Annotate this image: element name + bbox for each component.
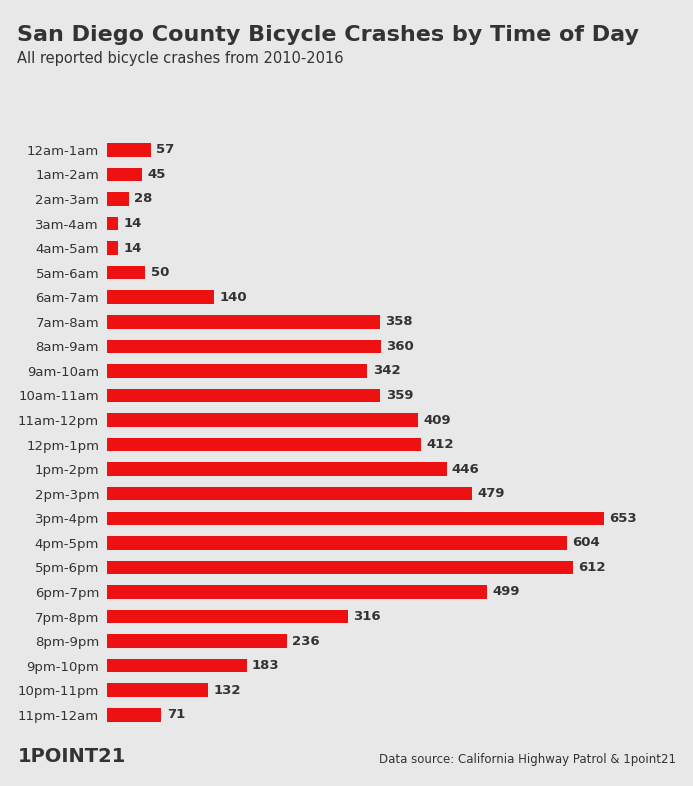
Text: Data source: California Highway Patrol & 1point21: Data source: California Highway Patrol &… [378,753,676,766]
Text: 140: 140 [219,291,247,303]
Text: 316: 316 [353,610,380,623]
Bar [107,634,287,648]
Bar [107,167,141,181]
Text: 132: 132 [213,684,240,696]
Text: 14: 14 [123,217,142,230]
Text: 183: 183 [252,659,279,672]
Text: 342: 342 [373,365,401,377]
Bar [107,143,151,156]
Bar [107,340,381,353]
Text: 71: 71 [167,708,185,722]
Text: 612: 612 [578,561,606,574]
Bar [107,462,446,476]
Text: 236: 236 [292,634,319,648]
Text: 360: 360 [387,340,414,353]
Text: 409: 409 [423,413,451,427]
Bar [107,536,567,549]
Bar [107,217,118,230]
Text: 1POINT21: 1POINT21 [17,747,125,766]
Text: 28: 28 [134,193,152,205]
Text: 45: 45 [147,168,166,181]
Bar [107,512,604,525]
Text: San Diego County Bicycle Crashes by Time of Day: San Diego County Bicycle Crashes by Time… [17,25,640,45]
Text: 358: 358 [385,315,412,329]
Bar [107,708,161,722]
Bar [107,438,421,451]
Bar [107,241,118,255]
Bar [107,659,247,672]
Bar [107,610,348,623]
Text: 479: 479 [477,487,505,500]
Bar [107,193,129,206]
Bar [107,684,208,697]
Bar [107,586,487,599]
Text: 499: 499 [492,586,520,598]
Text: 57: 57 [156,143,175,156]
Bar [107,291,214,304]
Text: All reported bicycle crashes from 2010-2016: All reported bicycle crashes from 2010-2… [17,51,344,66]
Bar [107,315,380,329]
Bar [107,487,472,501]
Bar [107,560,572,574]
Text: 14: 14 [123,241,142,255]
Text: 653: 653 [609,512,637,525]
Bar [107,389,380,402]
Text: 604: 604 [572,536,599,549]
Bar [107,266,146,279]
Text: 412: 412 [426,438,453,451]
Bar [107,413,419,427]
Bar [107,364,367,377]
Text: 50: 50 [151,266,169,279]
Text: 446: 446 [452,463,480,476]
Text: 359: 359 [386,389,413,402]
